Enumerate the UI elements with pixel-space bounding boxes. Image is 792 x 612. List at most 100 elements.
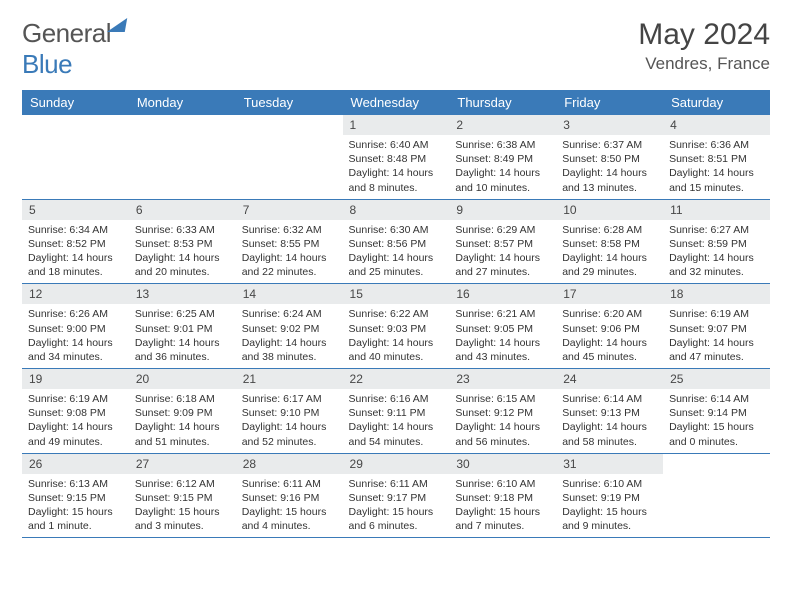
calendar-row: 1Sunrise: 6:40 AMSunset: 8:48 PMDaylight… [22,115,770,199]
day-line: and 52 minutes. [242,435,337,449]
calendar-cell: 21Sunrise: 6:17 AMSunset: 9:10 PMDayligh… [236,369,343,454]
day-body: Sunrise: 6:12 AMSunset: 9:15 PMDaylight:… [129,474,236,538]
day-line: Sunset: 9:08 PM [28,406,123,420]
calendar-cell: 1Sunrise: 6:40 AMSunset: 8:48 PMDaylight… [343,115,450,199]
weekday-wed: Wednesday [343,90,450,115]
day-line: and 6 minutes. [349,519,444,533]
day-line: Sunrise: 6:38 AM [455,138,550,152]
header: General Blue May 2024 Vendres, France [22,18,770,80]
day-number: 12 [22,284,129,304]
day-body: Sunrise: 6:37 AMSunset: 8:50 PMDaylight:… [556,135,663,199]
calendar-cell: 24Sunrise: 6:14 AMSunset: 9:13 PMDayligh… [556,369,663,454]
calendar-cell: 25Sunrise: 6:14 AMSunset: 9:14 PMDayligh… [663,369,770,454]
day-body: Sunrise: 6:27 AMSunset: 8:59 PMDaylight:… [663,220,770,284]
calendar-table: Sunday Monday Tuesday Wednesday Thursday… [22,90,770,538]
day-body: Sunrise: 6:30 AMSunset: 8:56 PMDaylight:… [343,220,450,284]
day-line: Daylight: 14 hours [455,336,550,350]
day-number: 19 [22,369,129,389]
day-line: Sunrise: 6:22 AM [349,307,444,321]
day-number: 20 [129,369,236,389]
day-line: and 43 minutes. [455,350,550,364]
day-line: Daylight: 14 hours [242,251,337,265]
day-number: 18 [663,284,770,304]
day-number: 24 [556,369,663,389]
day-line: Sunrise: 6:12 AM [135,477,230,491]
day-line: Sunset: 9:14 PM [669,406,764,420]
day-number: 31 [556,454,663,474]
day-number: 14 [236,284,343,304]
day-line: Sunrise: 6:10 AM [455,477,550,491]
day-line: Sunrise: 6:18 AM [135,392,230,406]
day-number: 15 [343,284,450,304]
day-line: Sunrise: 6:34 AM [28,223,123,237]
day-line: Sunrise: 6:17 AM [242,392,337,406]
day-body: Sunrise: 6:36 AMSunset: 8:51 PMDaylight:… [663,135,770,199]
day-line: and 7 minutes. [455,519,550,533]
calendar-cell: 28Sunrise: 6:11 AMSunset: 9:16 PMDayligh… [236,453,343,538]
calendar-row: 26Sunrise: 6:13 AMSunset: 9:15 PMDayligh… [22,453,770,538]
day-line: Sunrise: 6:25 AM [135,307,230,321]
day-line: Sunset: 9:16 PM [242,491,337,505]
calendar-cell [129,115,236,199]
day-number: 9 [449,200,556,220]
calendar-cell: 4Sunrise: 6:36 AMSunset: 8:51 PMDaylight… [663,115,770,199]
day-number: 30 [449,454,556,474]
day-line: Daylight: 14 hours [669,251,764,265]
weekday-fri: Friday [556,90,663,115]
day-line: and 38 minutes. [242,350,337,364]
day-line: and 10 minutes. [455,181,550,195]
day-line: Daylight: 14 hours [135,420,230,434]
day-body: Sunrise: 6:10 AMSunset: 9:18 PMDaylight:… [449,474,556,538]
day-line: Sunset: 9:00 PM [28,322,123,336]
day-body: Sunrise: 6:22 AMSunset: 9:03 PMDaylight:… [343,304,450,368]
day-line: Daylight: 14 hours [349,420,444,434]
day-line: Sunrise: 6:40 AM [349,138,444,152]
day-number: 8 [343,200,450,220]
day-line: Sunset: 9:06 PM [562,322,657,336]
calendar-row: 19Sunrise: 6:19 AMSunset: 9:08 PMDayligh… [22,369,770,454]
day-line: Daylight: 15 hours [349,505,444,519]
day-body: Sunrise: 6:11 AMSunset: 9:16 PMDaylight:… [236,474,343,538]
calendar-cell: 30Sunrise: 6:10 AMSunset: 9:18 PMDayligh… [449,453,556,538]
day-number: 26 [22,454,129,474]
day-line: Daylight: 15 hours [242,505,337,519]
day-line: Sunrise: 6:16 AM [349,392,444,406]
day-line: Sunset: 9:09 PM [135,406,230,420]
calendar-cell: 3Sunrise: 6:37 AMSunset: 8:50 PMDaylight… [556,115,663,199]
day-line: Daylight: 14 hours [455,166,550,180]
day-line: Sunrise: 6:30 AM [349,223,444,237]
day-body: Sunrise: 6:33 AMSunset: 8:53 PMDaylight:… [129,220,236,284]
day-number: 29 [343,454,450,474]
day-line: Sunset: 8:50 PM [562,152,657,166]
day-line: and 0 minutes. [669,435,764,449]
day-line: and 49 minutes. [28,435,123,449]
day-line: Daylight: 14 hours [28,336,123,350]
day-line: Daylight: 14 hours [135,251,230,265]
calendar-cell: 14Sunrise: 6:24 AMSunset: 9:02 PMDayligh… [236,284,343,369]
day-line: Daylight: 14 hours [349,336,444,350]
location-label: Vendres, France [638,54,770,74]
day-number: 5 [22,200,129,220]
logo-text-gray: General [22,18,111,48]
day-line: Daylight: 14 hours [455,420,550,434]
calendar-cell: 2Sunrise: 6:38 AMSunset: 8:49 PMDaylight… [449,115,556,199]
day-number: 16 [449,284,556,304]
day-body: Sunrise: 6:24 AMSunset: 9:02 PMDaylight:… [236,304,343,368]
day-line: and 1 minute. [28,519,123,533]
day-line: Daylight: 15 hours [562,505,657,519]
day-line: Sunset: 9:18 PM [455,491,550,505]
weekday-mon: Monday [129,90,236,115]
day-line: Sunset: 9:02 PM [242,322,337,336]
day-body: Sunrise: 6:11 AMSunset: 9:17 PMDaylight:… [343,474,450,538]
day-number: 7 [236,200,343,220]
day-number: 28 [236,454,343,474]
day-line: and 27 minutes. [455,265,550,279]
day-line: Daylight: 14 hours [349,251,444,265]
day-line: Daylight: 14 hours [349,166,444,180]
day-body: Sunrise: 6:15 AMSunset: 9:12 PMDaylight:… [449,389,556,453]
day-line: Sunset: 9:15 PM [28,491,123,505]
page-title: May 2024 [638,18,770,52]
day-line: and 13 minutes. [562,181,657,195]
day-line: Daylight: 14 hours [669,166,764,180]
calendar-cell: 26Sunrise: 6:13 AMSunset: 9:15 PMDayligh… [22,453,129,538]
